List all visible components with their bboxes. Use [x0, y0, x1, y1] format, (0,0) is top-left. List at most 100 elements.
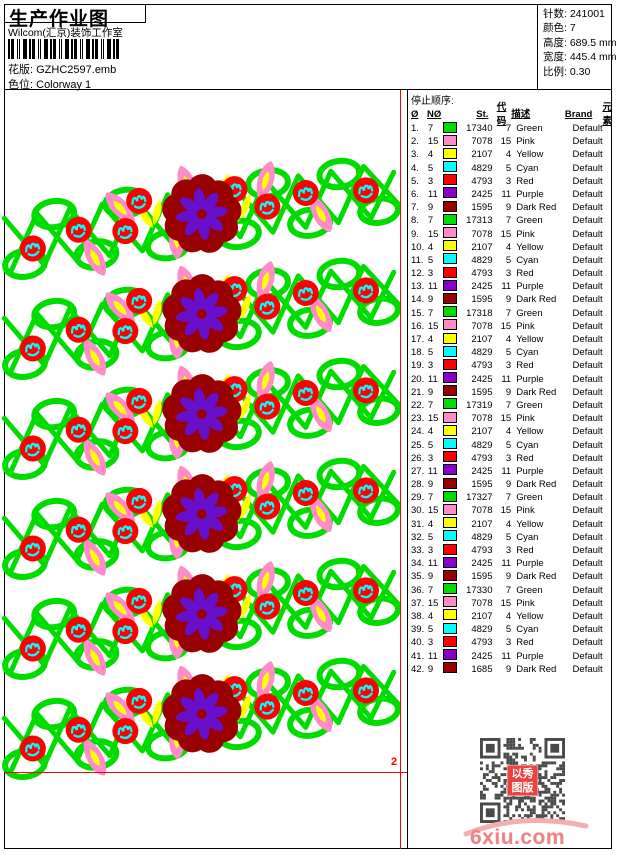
color-swatch-cell: [442, 240, 461, 254]
row-number: 41.: [411, 650, 425, 662]
description-cell: Green: [516, 492, 543, 504]
thread-color-swatch: [442, 464, 457, 476]
color-swatch-cell: [442, 649, 461, 663]
color-swatch-cell: [442, 174, 461, 188]
stitch-count-cell: 2107: [471, 610, 493, 622]
code-cell: 5: [505, 347, 512, 359]
thread-color-swatch: [442, 609, 457, 621]
color-swatch-cell: [442, 477, 461, 492]
description-cell: Red: [516, 452, 534, 464]
needle-number: 5: [427, 624, 434, 636]
thread-color-swatch: [442, 385, 457, 397]
design-width: 宽度: 445.4 mm: [543, 51, 617, 64]
watermark-text: 6xiu.com: [470, 826, 566, 849]
description-cell: Cyan: [516, 347, 539, 359]
stitch-count-cell: 7078: [471, 320, 493, 332]
stitch-count-cell: 4793: [471, 268, 493, 280]
color-swatch-cell: [442, 227, 461, 241]
brand-cell: Default: [572, 439, 603, 451]
needle-number: 4: [427, 426, 434, 438]
color-swatch-cell: [442, 543, 461, 558]
title-box-line: [145, 4, 146, 23]
table-row: 7. 9 1595 9 Dark Red Default: [409, 200, 612, 214]
stitch-count-cell: 17318: [466, 307, 493, 319]
needle-number: 11: [427, 558, 438, 570]
thread-color-swatch: [442, 306, 457, 318]
brand-cell: Default: [572, 465, 603, 477]
stitch-count-cell: 2107: [471, 518, 493, 530]
table-row: 26. 3 4793 3 Red Default: [409, 451, 612, 465]
code-cell: 4: [505, 149, 512, 161]
code-cell: 9: [505, 479, 512, 491]
brand-cell: Default: [572, 558, 603, 570]
stitch-count-cell: 1595: [471, 202, 493, 214]
code-cell: 11: [501, 188, 512, 200]
table-row: 34. 11 2425 11 Purple Default: [409, 556, 612, 570]
code-cell: 15: [500, 320, 512, 332]
row-number: 3.: [411, 149, 419, 161]
needle-number: 4: [427, 518, 434, 530]
thread-color-swatch: [442, 398, 457, 410]
table-row: 4. 5 4829 5 Cyan Default: [409, 161, 612, 175]
row-number: 13.: [411, 281, 425, 293]
stitch-count-cell: 2425: [471, 188, 493, 200]
thread-color-swatch: [442, 147, 457, 159]
stop-sequence-title: 停止顺序:: [411, 96, 454, 107]
thread-color-swatch: [442, 517, 457, 529]
thread-color-swatch: [442, 227, 457, 238]
brand-cell: Default: [572, 545, 603, 556]
table-row: 28. 9 1595 9 Dark Red Default: [409, 477, 612, 492]
description-cell: Green: [516, 307, 543, 319]
table-row: 38. 4 2107 4 Yellow Default: [409, 609, 612, 623]
row-number: 9.: [411, 228, 419, 240]
stitch-count-cell: 17340: [466, 123, 493, 134]
code-cell: 9: [505, 663, 512, 675]
stitch-count-cell: 1595: [471, 571, 493, 583]
color-swatch-cell: [442, 306, 461, 320]
brand-cell: Default: [572, 188, 603, 200]
row-number: 25.: [411, 439, 425, 451]
col-description: 描述: [511, 109, 531, 120]
colorway-line: 色位: Colorway 1: [8, 76, 91, 92]
brand-cell: Default: [572, 663, 603, 675]
brand-cell: Default: [572, 624, 603, 636]
stitch-count-cell: 4829: [471, 162, 493, 174]
brand-cell: Default: [572, 202, 603, 214]
thread-color-swatch: [442, 200, 457, 212]
brand-cell: Default: [572, 650, 603, 662]
code-cell: 5: [505, 439, 512, 451]
brand-cell: Default: [572, 215, 603, 227]
table-row: 27. 11 2425 11 Purple Default: [409, 464, 612, 478]
description-cell: Green: [516, 123, 543, 134]
description-cell: Green: [516, 399, 543, 411]
brand-cell: Default: [572, 373, 603, 385]
color-swatch-cell: [442, 503, 461, 518]
pattern-file-line: 花版: GZHC2597.emb: [8, 61, 116, 77]
table-row: 25. 5 4829 5 Cyan Default: [409, 438, 612, 452]
row-number: 8.: [411, 215, 419, 227]
color-swatch-cell: [442, 372, 461, 386]
description-cell: Purple: [516, 650, 544, 662]
code-cell: 11: [501, 558, 512, 570]
code-cell: 7: [505, 123, 512, 134]
title-underline: [4, 22, 145, 23]
row-number: 15.: [411, 307, 425, 319]
description-cell: Pink: [516, 136, 535, 148]
site-watermark: 6xiu.com: [462, 818, 592, 854]
col-brand: Brand: [564, 109, 593, 120]
stitch-count-cell: 7078: [471, 597, 493, 609]
thread-color-swatch: [442, 332, 457, 344]
row-number: 30.: [411, 505, 425, 517]
table-row: 2. 15 7078 15 Pink Default: [409, 134, 612, 148]
description-cell: Cyan: [516, 162, 539, 174]
needle-number: 9: [427, 479, 434, 491]
color-swatch-cell: [442, 358, 461, 373]
code-cell: 5: [505, 624, 512, 636]
brand-cell: Default: [572, 386, 603, 398]
thread-color-swatch: [442, 279, 457, 291]
color-swatch-cell: [442, 345, 461, 360]
thread-color-swatch: [442, 503, 457, 515]
code-cell: 5: [505, 531, 512, 543]
table-row: 3. 4 2107 4 Yellow Default: [409, 147, 612, 161]
row-number: 22.: [411, 399, 425, 411]
